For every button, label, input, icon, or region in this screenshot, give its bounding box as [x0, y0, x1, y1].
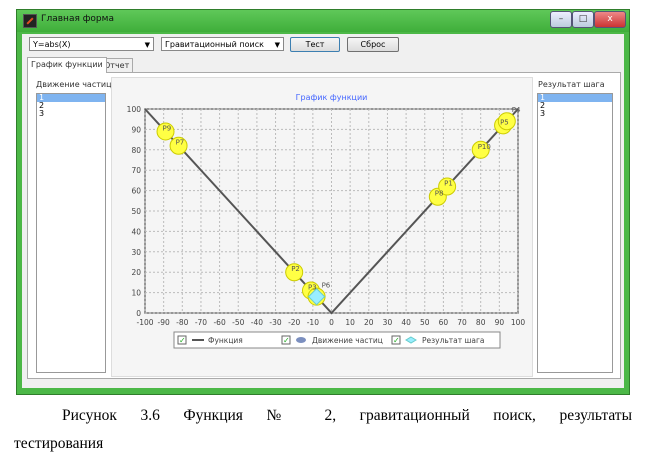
particle-label: P8 [435, 190, 444, 198]
legend-box [173, 331, 501, 349]
minimize-button[interactable]: – [550, 11, 572, 28]
main-window: Главная форма – □ x Y=abs(X) ▼ Гравитацио… [16, 9, 630, 395]
reset-button[interactable]: Сброс [347, 37, 399, 52]
particle-label: P9 [163, 124, 172, 132]
x-tick-label: -100 [136, 318, 153, 327]
particle-label: P4 [512, 106, 521, 114]
legend-diamond-icon [405, 336, 417, 344]
x-tick-label: 20 [364, 318, 374, 327]
particle-label: P3 [308, 284, 317, 292]
legend-checkbox [391, 335, 401, 345]
caption-line-2: тестирования [14, 435, 104, 452]
particle-label: P2 [291, 265, 300, 273]
x-tick-label: -90 [158, 318, 170, 327]
maximize-button[interactable]: □ [572, 11, 594, 28]
y-tick-label: 10 [131, 289, 141, 298]
x-tick-label: 100 [511, 318, 526, 327]
x-tick-label: -60 [213, 318, 225, 327]
legend-label: Результат шага [422, 336, 485, 345]
title-bar: Главная форма – □ x [17, 10, 629, 32]
list-item[interactable]: 2 [540, 101, 546, 110]
function-select-value: Y=abs(X) [33, 40, 71, 49]
function-line [144, 108, 519, 315]
test-button[interactable]: Тест [290, 37, 340, 52]
particle-label: P5 [500, 118, 509, 126]
y-tick-label: 30 [131, 248, 141, 257]
method-select-value: Гравитационный поиск [165, 40, 264, 49]
y-tick-label: 80 [131, 146, 141, 155]
chart-title: График функции [296, 93, 368, 102]
y-tick-label: 50 [131, 207, 141, 216]
y-tick-label: 90 [131, 125, 141, 134]
x-tick-label: -80 [176, 318, 188, 327]
list-item[interactable]: 2 [39, 101, 45, 110]
y-tick-label: 0 [136, 309, 141, 318]
legend-label: Движение частиц [312, 336, 383, 345]
chevron-down-icon: ▼ [274, 41, 280, 49]
particle-point [471, 140, 490, 159]
figure-caption: Рисунок 3.6 Функция № 2, гравитационный … [14, 402, 632, 458]
y-tick-label: 100 [127, 105, 142, 114]
particle-label: P10 [478, 143, 491, 151]
legend-checkbox [281, 335, 291, 345]
legend-label: Функция [208, 336, 243, 345]
x-tick-label: 10 [345, 318, 355, 327]
step-result-point [307, 287, 326, 306]
legend-ellipse-icon [296, 337, 306, 343]
particle-label: P1 [444, 180, 453, 188]
particle-point [497, 112, 516, 131]
x-tick-label: 40 [401, 318, 411, 327]
step-result-title: Результат шага [538, 80, 605, 89]
list-item[interactable]: 3 [39, 109, 45, 118]
client-area: Y=abs(X) ▼ Гравитационный поиск ▼ Тест Сбр… [22, 34, 624, 388]
y-tick-label: 70 [131, 166, 141, 175]
x-tick-label: 50 [420, 318, 430, 327]
x-tick-label: 70 [457, 318, 467, 327]
x-tick-label: -50 [232, 318, 244, 327]
check-icon: ✓ [179, 336, 186, 345]
y-tick-label: 40 [131, 227, 141, 236]
x-tick-label: 0 [329, 318, 334, 327]
step-result-list[interactable]: 1 2 3 [537, 93, 613, 373]
function-select[interactable]: Y=abs(X) ▼ [29, 37, 154, 51]
particle-label: P7 [176, 139, 185, 147]
particle-point [285, 263, 304, 282]
app-icon [23, 14, 37, 28]
x-tick-label: 80 [476, 318, 486, 327]
particles-title: Движение частиц [36, 80, 112, 89]
list-item[interactable]: 1 [538, 94, 612, 102]
x-tick-label: 90 [495, 318, 505, 327]
particles-list[interactable]: 1 2 3 [36, 93, 106, 373]
y-tick-label: 20 [131, 268, 141, 277]
y-tick-label: 60 [131, 187, 141, 196]
x-tick-label: -30 [269, 318, 281, 327]
x-tick-label: 30 [383, 318, 393, 327]
legend-checkbox [177, 335, 187, 345]
particle-label: P6 [322, 282, 331, 290]
list-item[interactable]: 3 [540, 109, 546, 118]
caption-line-1: Рисунок 3.6 Функция № 2, гравитационный … [62, 407, 632, 424]
check-icon: ✓ [393, 336, 400, 345]
check-icon: ✓ [283, 336, 290, 345]
particle-point [156, 122, 175, 141]
particle-point [438, 177, 457, 196]
chevron-down-icon: ▼ [144, 41, 150, 49]
x-tick-label: -40 [251, 318, 263, 327]
x-tick-label: 60 [439, 318, 449, 327]
window-title: Главная форма [41, 14, 114, 24]
particle-point [169, 136, 188, 155]
tab-panel: Движение частиц 1 2 3 График функции -100… [27, 72, 621, 379]
list-item[interactable]: 1 [37, 94, 105, 102]
method-select[interactable]: Гравитационный поиск ▼ [161, 37, 284, 51]
x-tick-label: -10 [307, 318, 319, 327]
function-chart: График функции-100 -90 -80 -70 -60 -50 -40 -30-… [127, 93, 526, 349]
x-tick-label: -20 [288, 318, 300, 327]
tab-function-graph[interactable]: График функции [27, 57, 107, 73]
chart-container: График функции -100 -90 -80 -70 -60 -50 -40 -30-… [111, 77, 533, 377]
close-button[interactable]: x [594, 11, 626, 28]
x-tick-label: -70 [195, 318, 207, 327]
